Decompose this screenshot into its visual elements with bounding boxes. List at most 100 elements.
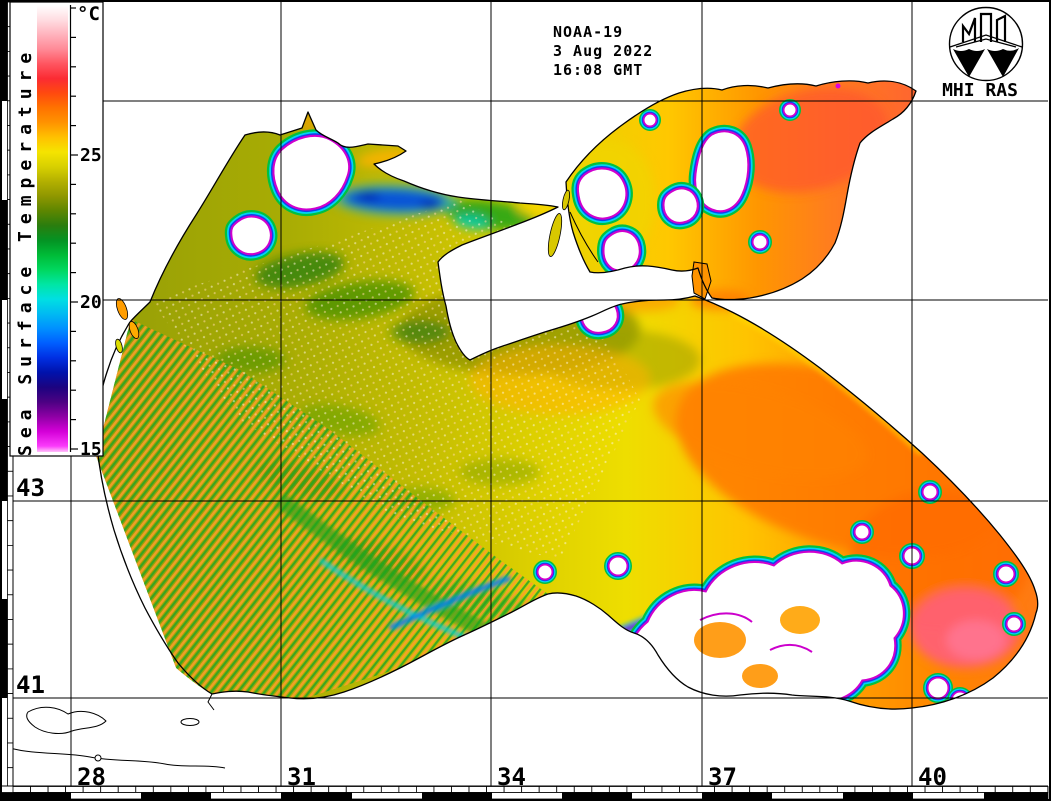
ruler-cell [872,786,891,793]
ruler-cell [170,786,189,793]
ruler-cell [836,786,856,793]
cloud-mask [1006,616,1022,632]
ruler-cell [766,786,786,793]
ruler-cell [503,786,523,793]
ruler-cell [433,786,452,793]
ruler-cell [942,786,961,793]
sea-surface-temperature-field [96,80,1038,710]
ruler-cell [573,786,593,793]
marmara-coast-2 [9,747,226,769]
ruler-cell [117,786,137,793]
ruler-cell [1012,786,1031,793]
ruler-cell [749,786,768,793]
ruler-cell [801,786,821,793]
ruler-cell [416,786,435,793]
sst-patch [356,191,380,201]
ruler-block [2,2,8,101]
ruler-cell [7,717,14,744]
ruler-cell [152,786,172,793]
ruler-block [2,599,8,698]
ruler-cell [7,742,14,769]
ruler-cell [7,693,14,719]
colorbar-tick-label: 15 [80,439,102,460]
cloud-mask [231,216,271,255]
ruler-cell [608,786,628,793]
acquisition-date: 3 Aug 2022 [553,42,653,60]
coastal-lagoons [115,83,841,354]
ruler-cell [328,786,347,793]
cloud-mask [695,131,749,212]
ruler-block [2,399,8,501]
arabat-spit [569,211,599,263]
ruler-cell [731,786,751,793]
sivash-lagoon [547,213,563,257]
ruler-cell [363,786,382,793]
lat-label-41: 41 [16,671,45,699]
cloud-mask [643,113,657,127]
cloud-gap [694,622,746,658]
ruler-cell [1029,786,1049,793]
ruler-block [562,792,632,799]
ruler-cell [784,786,803,793]
ruler-cell [486,786,505,793]
cloud-mask [603,231,640,271]
ruler-cell [30,786,49,793]
cloud-mask [927,677,949,699]
ruler-cell [626,786,645,793]
ruler-cell [889,786,908,793]
cloud-wisp [769,644,813,653]
logo-wave-right [987,48,1019,77]
colorbar-tick-label: 25 [80,145,102,166]
ruler-cell [977,786,996,793]
coastlines [9,80,1039,769]
west-coastline [95,321,213,695]
ruler-cell [924,786,944,793]
cloud-mask [922,484,938,500]
ruler-block [2,200,8,300]
ruler-cell [258,786,277,793]
ruler-cell [538,786,558,793]
ruler-cell [696,786,715,793]
ruler-cell [451,786,470,793]
ruler-cell [556,786,575,793]
mhi-ras-logo: MHI RAS [942,6,1024,101]
ruler-block [843,792,913,799]
ruler-cell [661,786,680,793]
colorbar-legend: 25 20 15 °C Sea Surface Temperature [9,1,104,460]
ruler-cell [7,619,14,645]
taganrog-dot [835,83,841,89]
logo-wave-left [953,49,985,77]
cloud-mask [997,565,1015,583]
sst-patch [420,200,440,210]
ruler-cell [47,786,67,793]
cloud-mask [273,135,350,210]
ruler-cell [854,786,873,793]
cloud-gap [780,606,820,634]
sst-patch [653,382,867,478]
ruler-cell [135,786,154,793]
ruler-block [141,792,211,799]
ruler-cell [7,668,14,695]
ruler-cell [7,470,14,497]
ruler-block [984,792,1048,799]
ruler-cell [380,786,400,793]
colorbar-tick-label: 20 [80,292,102,313]
colorbar-title: Sea Surface Temperature [15,46,36,456]
colorbar [37,5,68,452]
ruler-cell [7,495,14,522]
ruler-cell [12,786,31,793]
ruler-cell [591,786,610,793]
ruler-cell [65,786,84,793]
ruler-cell [7,643,14,670]
ruler-cell [644,786,663,793]
ruler-cell [240,786,259,793]
logo-wings [949,34,1023,48]
unit-label: °C [77,3,100,25]
islet [180,718,200,726]
ruler-block [702,792,772,799]
ruler-cell [959,786,979,793]
ruler-cell [345,786,365,793]
ruler-cell [275,786,295,793]
